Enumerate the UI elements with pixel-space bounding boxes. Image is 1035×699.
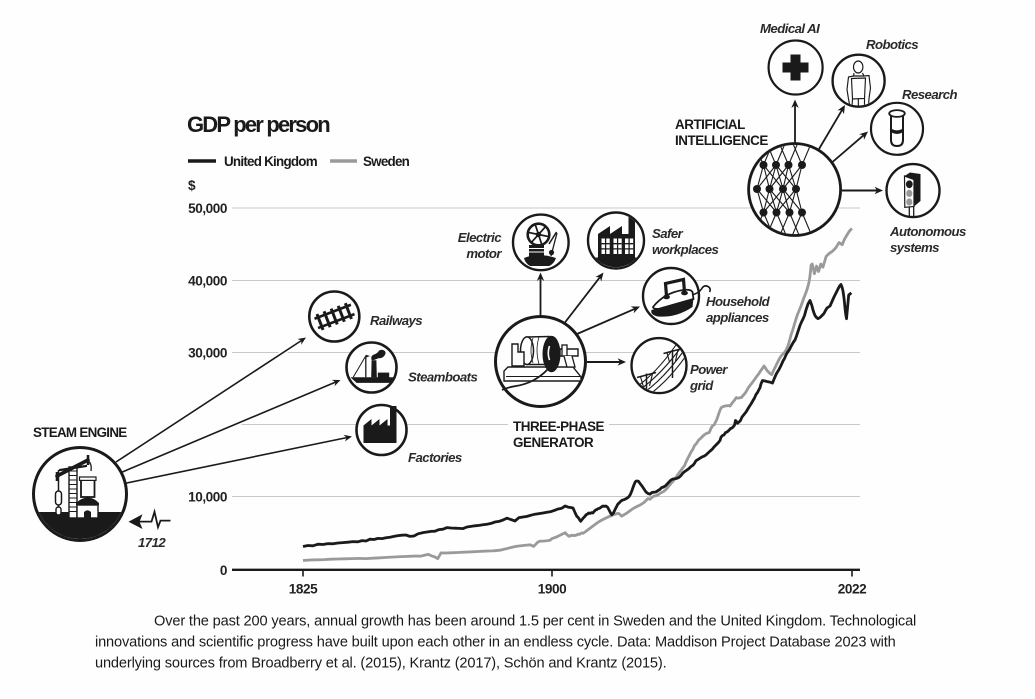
svg-text:1825: 1825 bbox=[289, 582, 318, 597]
svg-text:THREE-PHASE: THREE-PHASE bbox=[513, 419, 605, 434]
svg-text:Railways: Railways bbox=[370, 313, 422, 328]
svg-text:Factories: Factories bbox=[408, 450, 462, 465]
svg-text:40,000: 40,000 bbox=[188, 274, 227, 289]
svg-text:10,000: 10,000 bbox=[188, 490, 227, 505]
svg-text:motor: motor bbox=[466, 246, 502, 261]
svg-text:50,000: 50,000 bbox=[188, 201, 227, 216]
svg-text:Steamboats: Steamboats bbox=[408, 370, 477, 385]
svg-text:Household: Household bbox=[706, 294, 771, 309]
svg-text:Medical AI: Medical AI bbox=[760, 21, 820, 36]
svg-text:Safer: Safer bbox=[652, 226, 684, 241]
svg-text:GENERATOR: GENERATOR bbox=[513, 435, 594, 450]
svg-text:1900: 1900 bbox=[538, 582, 566, 597]
svg-text:2022: 2022 bbox=[838, 582, 867, 597]
svg-text:systems: systems bbox=[890, 240, 939, 255]
svg-text:1712: 1712 bbox=[138, 535, 166, 550]
svg-text:INTELLIGENCE: INTELLIGENCE bbox=[675, 133, 768, 148]
svg-text:30,000: 30,000 bbox=[188, 346, 227, 361]
svg-text:Autonomous: Autonomous bbox=[889, 224, 966, 239]
svg-text:appliances: appliances bbox=[706, 310, 769, 325]
svg-text:Over the past 200 years, annua: Over the past 200 years, annual growth h… bbox=[154, 614, 916, 630]
svg-text:Electric: Electric bbox=[458, 230, 502, 245]
svg-text:Research: Research bbox=[902, 87, 957, 102]
svg-text:$: $ bbox=[188, 178, 196, 193]
svg-text:underlying sources from Broadb: underlying sources from Broadberry et al… bbox=[95, 656, 667, 672]
svg-text:0: 0 bbox=[220, 563, 227, 578]
svg-text:Power: Power bbox=[690, 362, 728, 377]
svg-text:Sweden: Sweden bbox=[363, 154, 410, 169]
svg-text:innovations and scientific pro: innovations and scientific progress have… bbox=[95, 635, 896, 651]
svg-text:Robotics: Robotics bbox=[866, 37, 918, 52]
svg-text:United Kingdom: United Kingdom bbox=[224, 154, 318, 169]
svg-text:STEAM ENGINE: STEAM ENGINE bbox=[33, 425, 127, 440]
svg-text:GDP per person: GDP per person bbox=[187, 112, 330, 137]
svg-text:workplaces: workplaces bbox=[652, 242, 719, 257]
svg-text:grid: grid bbox=[689, 378, 714, 393]
svg-text:ARTIFICIAL: ARTIFICIAL bbox=[675, 117, 745, 132]
